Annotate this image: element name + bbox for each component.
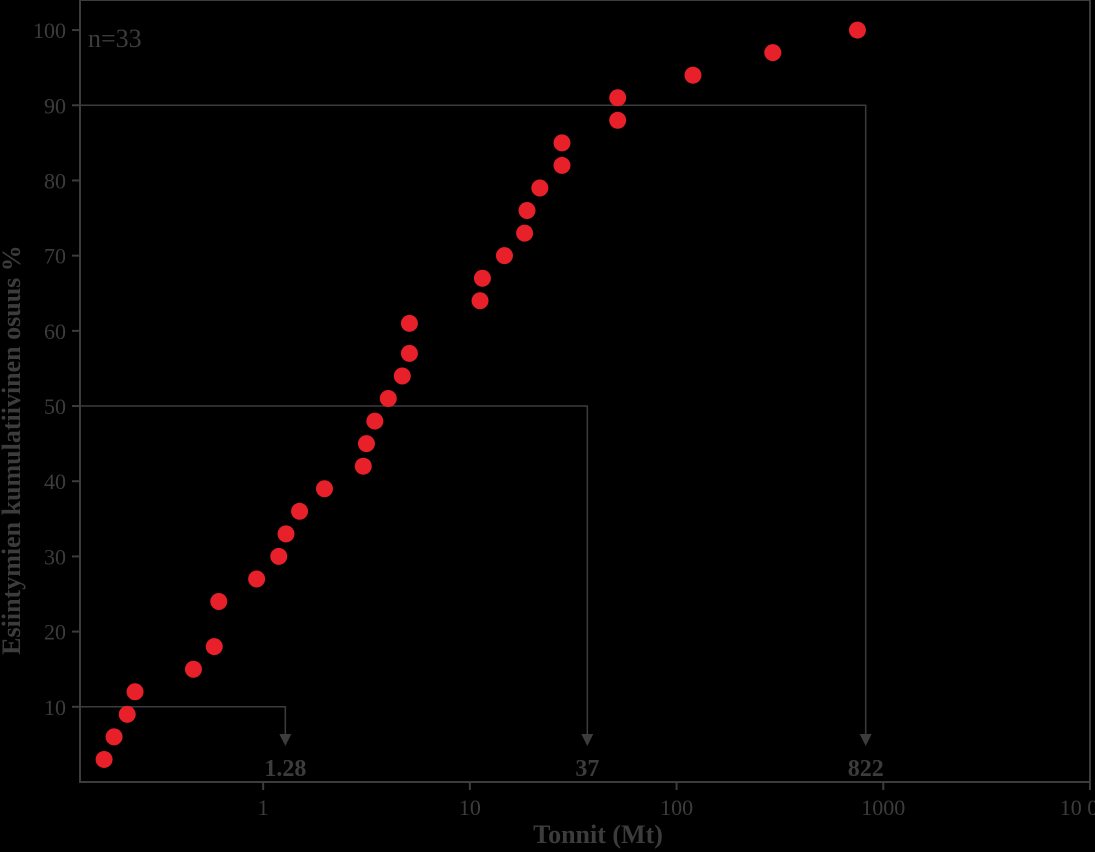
data-point <box>210 593 228 611</box>
data-point <box>531 179 549 197</box>
data-point <box>315 480 333 498</box>
data-point <box>471 292 489 310</box>
y-tick-label: 90 <box>44 93 66 118</box>
data-point <box>518 202 536 220</box>
data-point <box>184 660 202 678</box>
data-point <box>684 66 702 84</box>
y-tick-label: 80 <box>44 168 66 193</box>
x-tick-label: 10 000 <box>1060 795 1095 820</box>
sample-size-note: n=33 <box>88 24 142 53</box>
y-axis-ticks: 10 20 30 40 50 60 70 80 90 100 <box>33 18 80 720</box>
x-tick-label: 10 <box>459 795 481 820</box>
guide-value-label: 822 <box>848 756 884 782</box>
y-tick-label: 30 <box>44 544 66 569</box>
guide-value-label: 37 <box>575 756 599 782</box>
x-tick-label: 1000 <box>861 795 905 820</box>
y-tick-label: 70 <box>44 244 66 269</box>
data-point <box>473 269 491 287</box>
data-point <box>553 134 571 152</box>
x-tick-label: 1 <box>258 795 269 820</box>
data-point <box>609 111 627 129</box>
plot-frame <box>79 0 1091 783</box>
data-point <box>118 705 136 723</box>
y-tick-label: 20 <box>44 620 66 645</box>
y-tick-label: 10 <box>44 695 66 720</box>
guide-value-label: 1.28 <box>264 756 306 782</box>
data-point <box>609 89 627 107</box>
x-axis-title: Tonnit (Mt) <box>533 820 663 849</box>
percentile-guides: 1.28 37 822 <box>80 104 884 782</box>
guide-line-p50 <box>80 405 594 746</box>
guide-line-p10 <box>80 706 292 746</box>
x-tick-label: 100 <box>660 795 693 820</box>
data-point <box>354 457 372 475</box>
data-point <box>105 728 123 746</box>
y-tick-label: 40 <box>44 469 66 494</box>
data-point <box>764 44 782 62</box>
guide-line-p90 <box>80 104 872 746</box>
data-point <box>516 224 534 242</box>
data-point <box>366 412 384 430</box>
data-point <box>848 21 866 39</box>
data-point <box>248 570 266 588</box>
y-tick-label: 50 <box>44 394 66 419</box>
data-point <box>393 367 411 385</box>
data-point <box>270 547 288 565</box>
y-axis-title: Esiintymien kumulatiivinen osuus % <box>0 245 26 655</box>
data-point <box>357 435 375 453</box>
data-point <box>95 750 113 768</box>
y-tick-label: 60 <box>44 319 66 344</box>
data-point <box>205 638 223 656</box>
data-point <box>126 683 144 701</box>
data-point <box>553 156 571 174</box>
data-point <box>400 344 418 362</box>
data-points <box>95 21 866 768</box>
y-tick-label: 100 <box>33 18 66 43</box>
data-point <box>277 525 295 543</box>
data-point <box>379 390 397 408</box>
data-point <box>495 247 513 265</box>
data-point <box>291 502 309 520</box>
x-axis-ticks: 1 10 100 1000 10 000 <box>258 782 1095 820</box>
data-point <box>400 314 418 332</box>
